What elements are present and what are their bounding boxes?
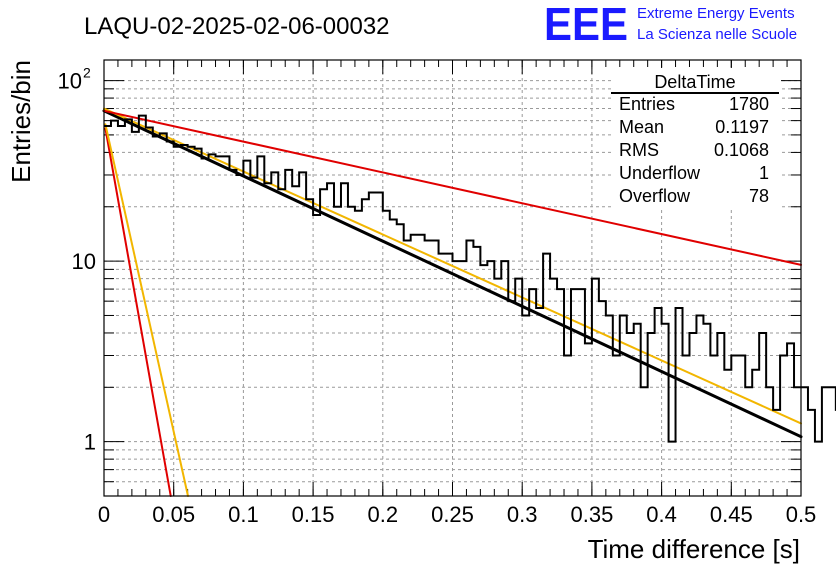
x-tick-label: 0.45 <box>710 502 753 527</box>
fit-curves <box>102 107 803 497</box>
stats-label: Entries <box>619 94 675 114</box>
stats-title: DeltaTime <box>654 72 735 92</box>
stats-value: 1 <box>759 163 769 183</box>
x-tick-label: 0.35 <box>570 502 613 527</box>
y-tick-label: 1 <box>84 430 96 455</box>
x-tick-label: 0.2 <box>368 502 399 527</box>
fit-curve <box>104 123 189 497</box>
fit-curve <box>102 109 803 439</box>
x-tick-label: 0.1 <box>228 502 259 527</box>
x-tick-label: 0 <box>98 502 110 527</box>
x-tick-label: 0.3 <box>507 502 538 527</box>
stats-box: DeltaTime Entries 1780 Mean 0.1197 RMS 0.1068… <box>611 68 779 210</box>
x-tick-label: 0.05 <box>152 502 195 527</box>
stats-label: RMS <box>619 140 659 160</box>
x-tick-label: 0.5 <box>786 502 817 527</box>
x-tick-label: 0.4 <box>646 502 677 527</box>
stats-value: 1780 <box>729 94 769 114</box>
stats-label: Underflow <box>619 163 701 183</box>
stats-rows: Entries 1780 Mean 0.1197 RMS 0.1068 Underflow 1… <box>619 94 769 206</box>
stats-label: Overflow <box>619 186 691 206</box>
x-tick-labels: 0 0.05 0.1 0.15 0.2 0.25 0.3 0.35 0.4 0.45 0.5 <box>98 502 816 527</box>
y-axis-label: Entries/bin <box>6 60 36 183</box>
y-tick-label: 10 <box>72 249 96 274</box>
x-tick-label: 0.25 <box>431 502 474 527</box>
plot-frame <box>103 59 802 497</box>
stats-value: 0.1068 <box>714 140 769 160</box>
logo-line2: La Scienza nelle Scuole <box>637 26 797 43</box>
stats-value: 0.1197 <box>715 117 769 137</box>
stats-label: Mean <box>619 117 664 137</box>
grid <box>104 60 801 497</box>
eee-logo: EEE <box>544 0 628 50</box>
y-tick-label: 10 <box>58 69 82 94</box>
y-tick-exponent: 2 <box>83 65 91 81</box>
x-axis-label: Time difference [s] <box>588 534 800 564</box>
fit-curve <box>103 109 802 266</box>
x-tick-label: 0.15 <box>292 502 335 527</box>
fit-curve <box>104 127 172 497</box>
stats-value: 78 <box>749 186 769 206</box>
fit-curve <box>103 107 802 425</box>
logo-line1: Extreme Energy Events <box>637 5 795 22</box>
stats-background <box>611 68 779 210</box>
histogram <box>104 114 836 443</box>
chart-title: LAQU-02-2025-02-06-00032 <box>84 13 390 40</box>
